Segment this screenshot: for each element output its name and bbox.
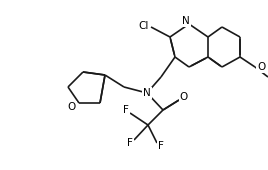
Text: F: F — [127, 138, 133, 148]
Text: O: O — [68, 102, 76, 112]
Text: O: O — [180, 92, 188, 102]
Text: N: N — [182, 16, 190, 26]
Text: F: F — [123, 105, 129, 115]
Text: F: F — [158, 141, 164, 151]
Text: O: O — [257, 62, 265, 72]
Text: Cl: Cl — [139, 21, 149, 31]
Text: N: N — [143, 88, 151, 98]
